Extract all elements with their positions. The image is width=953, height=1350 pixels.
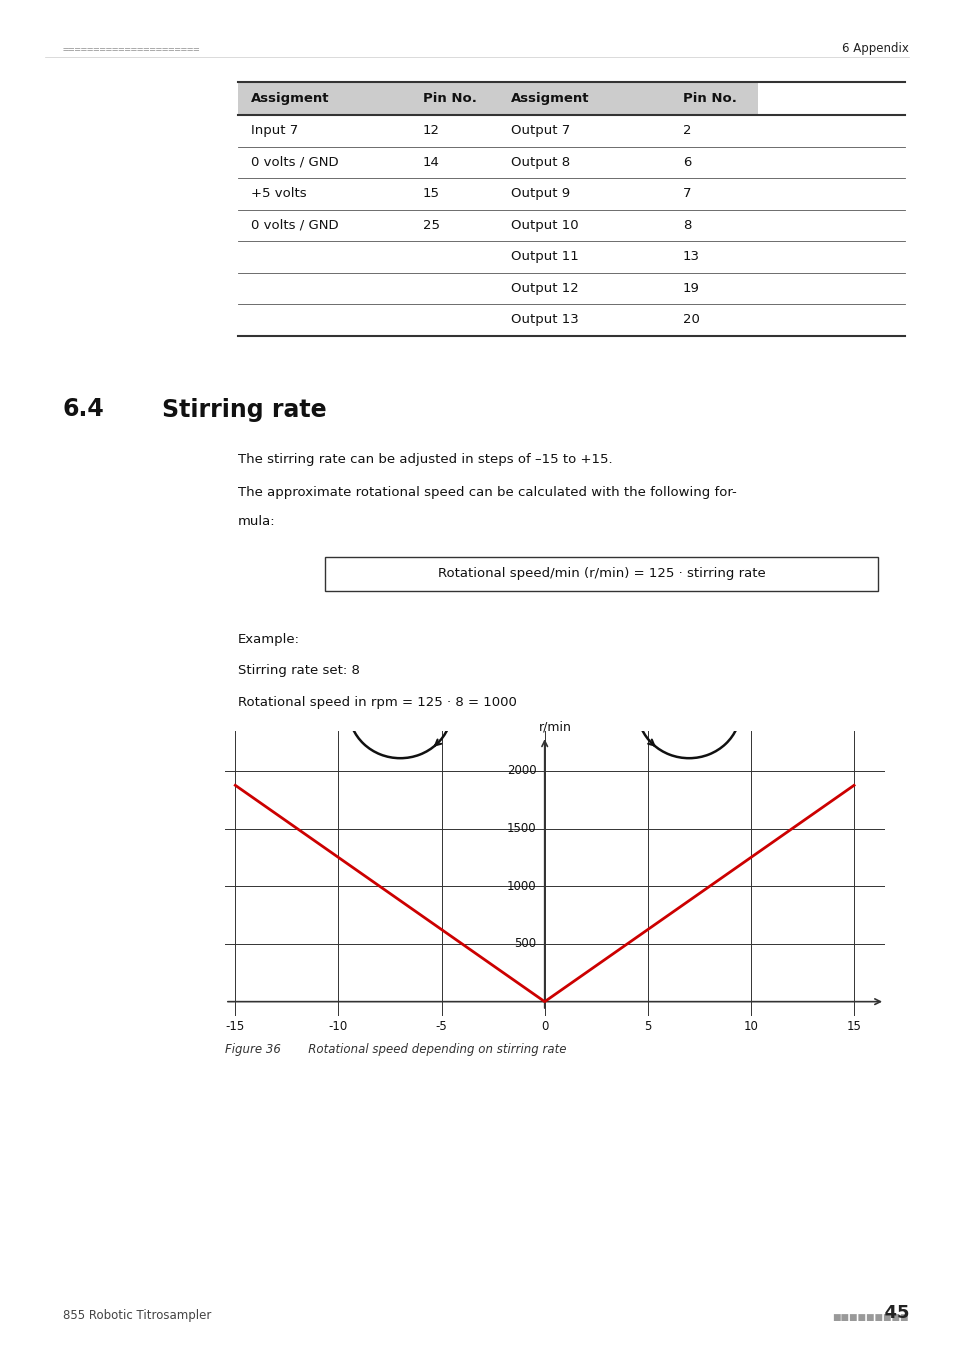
Text: The stirring rate can be adjusted in steps of –15 to +15.: The stirring rate can be adjusted in ste… [237,452,612,466]
Text: Output 10: Output 10 [511,219,578,232]
Text: Output 8: Output 8 [511,155,570,169]
Text: 15: 15 [845,1021,861,1033]
Text: 1000: 1000 [506,880,536,892]
Text: 6.4: 6.4 [63,397,105,421]
Text: -5: -5 [436,1021,447,1033]
Text: r/min: r/min [538,721,571,734]
Text: Output 11: Output 11 [511,250,578,263]
Text: Output 9: Output 9 [511,188,570,200]
Bar [325,556,877,590]
Text: Output 7: Output 7 [511,124,570,138]
Text: 20: 20 [682,313,700,327]
Text: 0: 0 [540,1021,548,1033]
Text: -10: -10 [329,1021,348,1033]
Bar [410,82,497,115]
Text: 45: 45 [871,1304,908,1322]
Text: 6 Appendix: 6 Appendix [841,42,908,55]
Text: ■■■■■■■■■: ■■■■■■■■■ [832,1314,908,1322]
Text: Input 7: Input 7 [251,124,298,138]
Text: The approximate rotational speed can be calculated with the following for-: The approximate rotational speed can be … [237,486,736,500]
Text: 8: 8 [682,219,691,232]
Text: Output 13: Output 13 [511,313,578,327]
Text: 500: 500 [514,937,536,950]
Text: 12: 12 [422,124,439,138]
Text: Pin No.: Pin No. [422,92,476,105]
Text: 0 volts / GND: 0 volts / GND [251,155,338,169]
Text: 855 Robotic Titrosampler: 855 Robotic Titrosampler [63,1310,212,1322]
Text: 7: 7 [682,188,691,200]
Text: +5 volts: +5 volts [251,188,306,200]
Text: 13: 13 [682,250,700,263]
Text: Example:: Example: [237,633,299,645]
Text: 2000: 2000 [506,764,536,778]
Text: 25: 25 [422,219,439,232]
Text: 6: 6 [682,155,691,169]
Text: 19: 19 [682,282,700,294]
Bar [669,82,758,115]
Text: ======================: ====================== [63,45,200,55]
Text: 15: 15 [422,188,439,200]
Text: 5: 5 [643,1021,651,1033]
Text: mula:: mula: [237,514,275,528]
Text: Pin No.: Pin No. [682,92,736,105]
Text: Figure 36: Figure 36 [225,1044,280,1057]
Text: Rotational speed/min (r/min) = 125 · stirring rate: Rotational speed/min (r/min) = 125 · sti… [437,567,764,580]
Text: Rotational speed in rpm = 125 · 8 = 1000: Rotational speed in rpm = 125 · 8 = 1000 [237,695,517,709]
Text: 0 volts / GND: 0 volts / GND [251,219,338,232]
Text: Rotational speed depending on stirring rate: Rotational speed depending on stirring r… [296,1044,566,1057]
Text: 2: 2 [682,124,691,138]
Text: Assigment: Assigment [511,92,589,105]
Text: Stirring rate: Stirring rate [162,397,326,421]
Text: 10: 10 [742,1021,758,1033]
Text: Assigment: Assigment [251,92,329,105]
Bar [237,82,410,115]
Bar [497,82,669,115]
Text: 1500: 1500 [506,822,536,836]
Text: 14: 14 [422,155,439,169]
Text: Output 12: Output 12 [511,282,578,294]
Text: -15: -15 [226,1021,245,1033]
Text: Stirring rate set: 8: Stirring rate set: 8 [237,664,359,676]
